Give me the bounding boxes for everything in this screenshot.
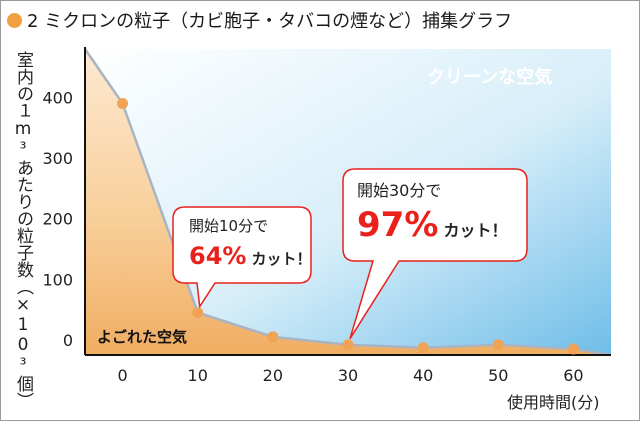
callout-10-bubble xyxy=(172,206,312,309)
x-tick-label: 60 xyxy=(563,366,583,385)
chart-title-text: 2 ミクロンの粒子（カビ胞子・タバコの煙など）捕集グラフ xyxy=(27,11,513,32)
data-point xyxy=(492,339,504,351)
y-tick-label: 300 xyxy=(42,149,73,168)
data-point xyxy=(117,98,129,110)
y-tick-label: 400 xyxy=(42,88,73,107)
callout-10-line1: 開始10分で xyxy=(189,217,269,235)
x-tick-label: 40 xyxy=(413,366,433,385)
chart-title: 2 ミクロンの粒子（カビ胞子・タバコの煙など）捕集グラフ xyxy=(7,7,512,33)
callout-30: 開始30分で 97% カット！ xyxy=(357,177,508,245)
y-tick-label: 200 xyxy=(42,210,73,229)
x-tick-label: 30 xyxy=(338,366,358,385)
data-point xyxy=(267,331,279,343)
data-point xyxy=(567,343,579,355)
dirty-air-area xyxy=(85,49,611,355)
data-point xyxy=(342,339,354,351)
y-tick-label: 0 xyxy=(63,331,73,350)
callout-10-percent: 64% xyxy=(189,242,247,270)
clean-air-label: クリーンな空気 xyxy=(427,67,553,88)
data-point xyxy=(417,342,429,354)
data-point xyxy=(192,307,204,319)
callout-10: 開始10分で 64% カット！ xyxy=(189,215,312,270)
x-tick-label: 10 xyxy=(188,366,208,385)
title-dot-icon xyxy=(7,12,22,28)
dirty-air-label: よごれた空気 xyxy=(97,328,188,346)
y-tick-label: 100 xyxy=(42,270,73,289)
x-axis-title: 使用時間(分) xyxy=(507,393,600,412)
y-axis-label: 室内の１m³あたりの粒子数（×10³個） xyxy=(13,51,33,409)
x-tick-label: 50 xyxy=(488,366,508,385)
callout-10-cut: カット！ xyxy=(251,250,312,268)
x-tick-label: 0 xyxy=(117,366,127,385)
callout-30-percent: 97% xyxy=(357,205,439,245)
callout-30-cut: カット！ xyxy=(443,221,508,240)
callout-30-line1: 開始30分で xyxy=(357,181,442,200)
callout-30-bubble xyxy=(342,168,528,340)
x-tick-label: 20 xyxy=(263,366,283,385)
